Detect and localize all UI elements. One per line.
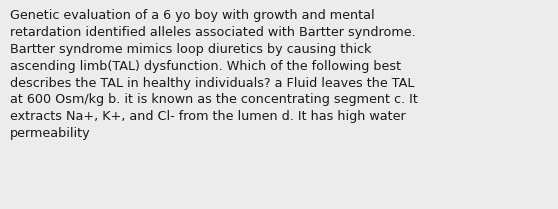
Text: Genetic evaluation of a 6 yo boy with growth and mental
retardation identified a: Genetic evaluation of a 6 yo boy with gr… [10,9,418,140]
